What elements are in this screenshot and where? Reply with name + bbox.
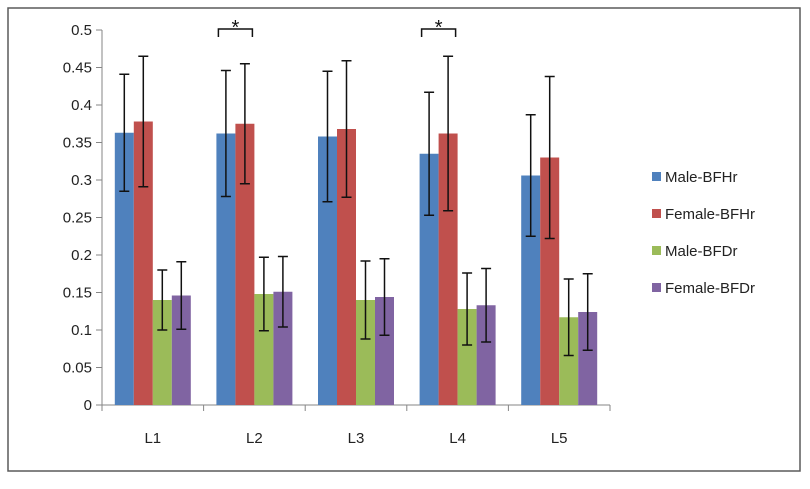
bar-female-bfdr-l4: [476, 305, 496, 405]
bar-female-bfhr-l5: [540, 157, 560, 405]
error-bar: [322, 70, 333, 203]
significance-bracket: *: [420, 17, 457, 39]
y-tick-label: 0: [84, 397, 92, 414]
x-tick-label: L5: [551, 430, 568, 447]
legend: Male-BFHr Female-BFHr Male-BFDr Female-BFDr: [652, 169, 755, 297]
legend-swatch: [652, 209, 661, 218]
x-tick-label: L3: [348, 430, 365, 447]
bar-female-bfhr-l4: [438, 133, 458, 405]
error-bar: [360, 260, 371, 340]
y-tick-label: 0.35: [63, 135, 92, 152]
error-bar: [462, 272, 473, 346]
legend-label: Male-BFDr: [665, 243, 738, 260]
legend-swatch: [652, 246, 661, 255]
legend-item: Male-BFHr: [652, 169, 738, 186]
bar-male-bfhr-l1: [114, 132, 134, 405]
y-tick-label: 0.4: [71, 97, 92, 114]
x-tick-label: L2: [246, 430, 263, 447]
bar-female-bfdr-l1: [171, 295, 191, 405]
bar-male-bfdr-l3: [356, 300, 375, 405]
legend-item: Female-BFHr: [652, 206, 755, 223]
y-tick-label: 0.1: [71, 322, 92, 339]
error-bar: [119, 73, 130, 192]
bar-male-bfdr-l2: [254, 294, 274, 405]
error-bar: [258, 256, 269, 332]
y-axis: 0 0.05 0.1 0.15 0.2 0.25 0.3 0.35 0.4 0.45 0.5: [63, 22, 103, 414]
error-bar: [443, 55, 454, 212]
bar-male-bfdr-l1: [152, 300, 172, 405]
legend-item: Male-BFDr: [652, 243, 738, 260]
error-bar: [424, 91, 435, 216]
significance-star: *: [232, 17, 240, 39]
significance-star: *: [435, 17, 443, 39]
error-bar: [239, 63, 250, 185]
error-bar: [544, 75, 555, 240]
y-tick-label: 0.5: [71, 22, 92, 39]
y-tick-label: 0.3: [71, 172, 92, 189]
legend-swatch: [652, 283, 661, 292]
bar-male-bfhr-l4: [419, 153, 439, 405]
error-bar: [379, 258, 390, 336]
error-bar: [176, 261, 187, 330]
bar-female-bfdr-l2: [273, 291, 293, 405]
bar-male-bfhr-l3: [318, 136, 337, 405]
error-bar: [341, 60, 352, 198]
bar-female-bfhr-l2: [235, 123, 255, 405]
bar-male-bfdr-l5: [559, 317, 579, 405]
bar-male-bfhr-l5: [521, 175, 541, 405]
y-tick-label: 0.05: [63, 360, 92, 377]
error-bar: [563, 278, 574, 357]
bar-male-bfhr-l2: [216, 133, 236, 405]
error-bars: [119, 55, 593, 357]
bar-female-bfhr-l1: [133, 121, 153, 405]
y-tick-label: 0.15: [63, 285, 92, 302]
error-bar: [481, 267, 492, 343]
x-tick-label: L4: [449, 430, 466, 447]
error-bar: [582, 273, 593, 351]
x-tick-label: L1: [144, 430, 161, 447]
bar-female-bfdr-l5: [578, 312, 598, 405]
legend-label: Male-BFHr: [665, 169, 738, 186]
annotations: * *: [217, 17, 457, 39]
error-bar: [277, 255, 288, 328]
bar-female-bfdr-l3: [375, 297, 394, 405]
bar-male-bfdr-l4: [457, 309, 477, 405]
legend-item: Female-BFDr: [652, 280, 755, 297]
y-tick-label: 0.45: [63, 60, 92, 77]
y-tick-label: 0.25: [63, 210, 92, 227]
significance-bracket: *: [217, 17, 254, 39]
y-tick-label: 0.2: [71, 247, 92, 264]
error-bar: [138, 55, 149, 188]
error-bar: [220, 69, 231, 198]
legend-label: Female-BFDr: [665, 280, 755, 297]
error-bar: [525, 114, 536, 237]
error-bar: [157, 269, 168, 331]
legend-swatch: [652, 172, 661, 181]
legend-label: Female-BFHr: [665, 206, 755, 223]
